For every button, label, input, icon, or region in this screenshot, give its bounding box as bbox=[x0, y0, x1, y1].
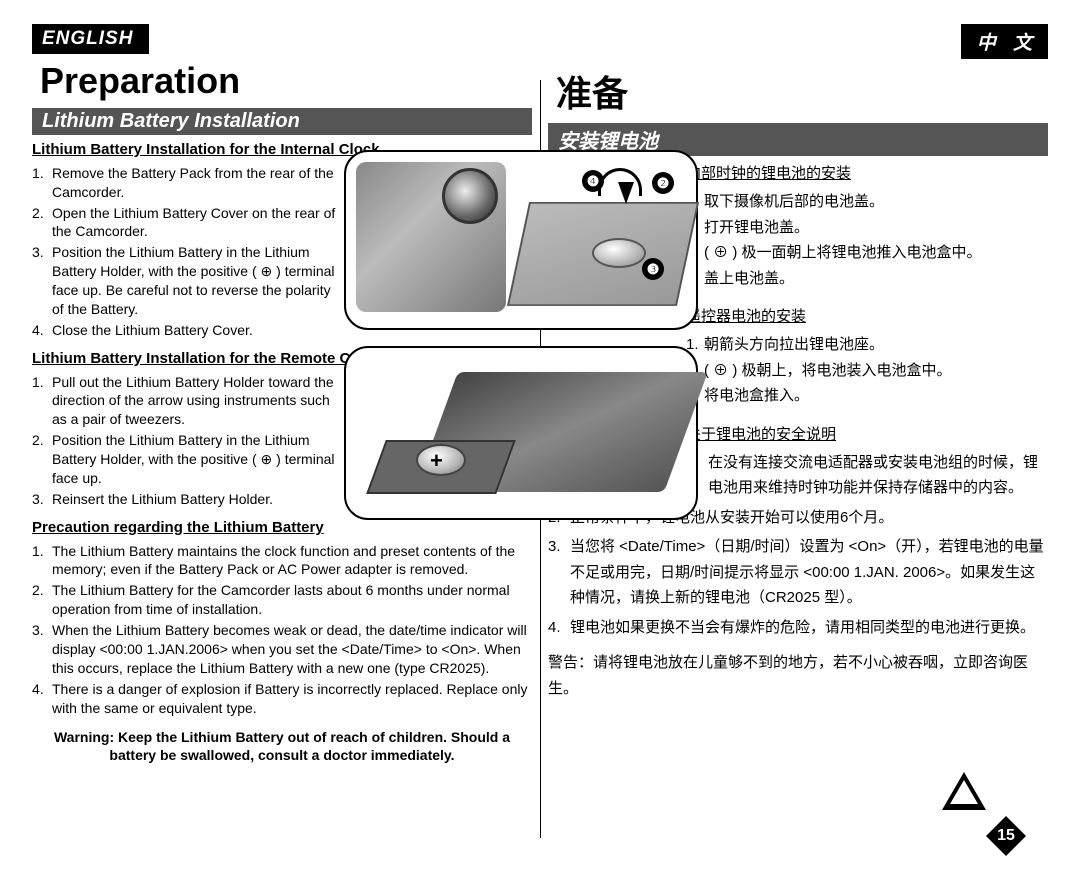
step-text: There is a danger of explosion if Batter… bbox=[52, 681, 527, 716]
step-text: 朝箭头方向拉出锂电池座。 bbox=[704, 336, 884, 353]
subhead-clock-cn: 内部时钟的锂电池的安装 bbox=[686, 162, 1048, 183]
step-text: 锂电池如果更换不当会有爆炸的危险，请用相同类型的电池进行更换。 bbox=[570, 619, 1035, 636]
step-text: 打开锂电池盖。 bbox=[704, 219, 809, 236]
step-text: Position the Lithium Battery in the Lith… bbox=[52, 244, 335, 317]
camcorder-lens-illustration bbox=[442, 168, 498, 224]
step-text: When the Lithium Battery becomes weak or… bbox=[52, 622, 527, 676]
manual-page: ENGLISH Preparation Lithium Battery Inst… bbox=[24, 24, 1056, 862]
arrow-down-icon bbox=[618, 182, 634, 204]
subhead-precaution: Precaution regarding the Lithium Battery bbox=[32, 519, 532, 538]
lang-tab-chinese: 中 文 bbox=[961, 24, 1048, 59]
steps-remote-cn: 1.朝箭头方向拉出锂电池座。 2.( ⊕ ) 极朝上，将电池装入电池盒中。 3.… bbox=[686, 332, 1048, 409]
steps-precaution: 1.The Lithium Battery maintains the cloc… bbox=[32, 542, 532, 718]
lang-tab-english: ENGLISH bbox=[32, 24, 149, 54]
step-text: 在没有连接交流电适配器或安装电池组的时候，锂电池用来维持时钟功能并保持存储器中的… bbox=[708, 454, 1038, 497]
step-text: 取下摄像机后部的电池盖。 bbox=[704, 193, 884, 210]
callout-marker-2: ❷ bbox=[652, 172, 674, 194]
step-text: 将电池盒推入。 bbox=[704, 387, 809, 404]
warning-cn: 警告：请将锂电池放在儿童够不到的地方，若不小心被吞咽，立即咨询医生。 bbox=[548, 650, 1048, 701]
step-text: 盖上电池盖。 bbox=[704, 270, 794, 287]
step-text: The Lithium Battery for the Camcorder la… bbox=[52, 582, 510, 617]
section-heading-en: Lithium Battery Installation bbox=[32, 108, 532, 135]
warning-en: Warning: Keep the Lithium Battery out of… bbox=[32, 728, 532, 764]
subhead-remote-cn: 遥控器电池的安装 bbox=[686, 305, 1048, 326]
plus-polarity-icon: + bbox=[430, 448, 443, 474]
figure-remote-battery: + bbox=[344, 346, 698, 520]
step-text: 当您将 <Date/Time>（日期/时间）设置为 <On>（开），若锂电池的电… bbox=[570, 538, 1044, 606]
coin-battery-illustration bbox=[592, 238, 646, 268]
subhead-precaution-cn: 关于锂电池的安全说明 bbox=[686, 423, 1048, 444]
page-title-cn: 准备 bbox=[556, 65, 1048, 117]
step-text: Reinsert the Lithium Battery Holder. bbox=[52, 491, 273, 507]
page-number-badge: 15 bbox=[986, 816, 1026, 856]
step-text: Pull out the Lithium Battery Holder towa… bbox=[52, 374, 334, 428]
step-text: Position the Lithium Battery in the Lith… bbox=[52, 432, 335, 486]
steps-clock-cn: 1.取下摄像机后部的电池盖。 2.打开锂电池盖。 3.( ⊕ ) 极一面朝上将锂… bbox=[686, 189, 1048, 291]
callout-marker-4: ❹ bbox=[582, 170, 604, 192]
warning-triangle-icon bbox=[942, 772, 986, 810]
callout-marker-3: ❸ bbox=[642, 258, 664, 280]
step-text: ( ⊕ ) 极一面朝上将锂电池推入电池盒中。 bbox=[704, 244, 982, 261]
figure-camcorder-battery: ❹ ❷ ❸ bbox=[344, 150, 698, 330]
step-text: Remove the Battery Pack from the rear of… bbox=[52, 165, 334, 200]
step-text: The Lithium Battery maintains the clock … bbox=[52, 543, 515, 578]
step-text: ( ⊕ ) 极朝上，将电池装入电池盒中。 bbox=[704, 362, 952, 379]
step-text: Open the Lithium Battery Cover on the re… bbox=[52, 205, 335, 240]
step-text: Close the Lithium Battery Cover. bbox=[52, 322, 253, 338]
page-title-en: Preparation bbox=[40, 60, 532, 102]
